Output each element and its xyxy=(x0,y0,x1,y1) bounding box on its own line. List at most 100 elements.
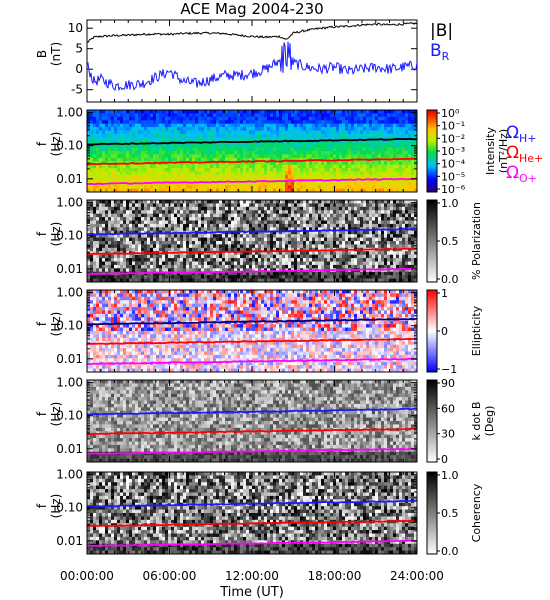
heatmap-cell xyxy=(273,247,277,252)
heatmap-cell xyxy=(231,237,235,242)
heatmap-cell xyxy=(162,213,166,218)
heatmap-cell xyxy=(93,147,97,152)
heatmap-cell xyxy=(165,210,169,215)
heatmap-cell xyxy=(342,161,346,166)
heatmap-cell xyxy=(168,133,172,138)
heatmap-cell xyxy=(318,181,322,186)
y-tick-label: -5 xyxy=(71,83,83,97)
heatmap-cell xyxy=(189,164,193,169)
heatmap-cell xyxy=(210,171,214,176)
heatmap-cell xyxy=(318,237,322,242)
heatmap-cell xyxy=(294,237,298,242)
heatmap-cell xyxy=(306,185,310,189)
heatmap-cell xyxy=(120,113,124,118)
heatmap-cell xyxy=(168,178,172,183)
heatmap-cell xyxy=(333,261,337,266)
heatmap-cell xyxy=(168,220,172,225)
heatmap-cell xyxy=(393,234,397,238)
heatmap-cell xyxy=(231,210,235,215)
heatmap-cell xyxy=(216,244,220,249)
heatmap-cell xyxy=(228,154,232,159)
heatmap-cell xyxy=(276,185,280,189)
heatmap-cell xyxy=(372,203,376,208)
heatmap-cell xyxy=(213,178,217,183)
heatmap-cell xyxy=(201,116,205,121)
heatmap-cell xyxy=(234,161,238,166)
heatmap-cell xyxy=(174,237,178,242)
heatmap-cell xyxy=(387,200,391,204)
heatmap-cell xyxy=(249,210,253,215)
heatmap-cell xyxy=(108,244,112,249)
heatmap-cell xyxy=(297,181,301,186)
heatmap-cell xyxy=(147,234,151,238)
heatmap-cell xyxy=(249,123,253,128)
heatmap-cell xyxy=(333,120,337,125)
heatmap-cell xyxy=(273,230,277,235)
heatmap-cell xyxy=(270,120,274,125)
heatmap-cell xyxy=(87,178,91,183)
heatmap-cell xyxy=(276,113,280,118)
heatmap-cell xyxy=(249,230,253,235)
heatmap-cell xyxy=(240,210,244,215)
heatmap-cell xyxy=(351,185,355,189)
heatmap-cell xyxy=(207,164,211,169)
heatmap-cell xyxy=(408,113,412,118)
heatmap-cell xyxy=(324,174,328,179)
series-line-b-magnitude xyxy=(87,22,418,43)
heatmap-cell xyxy=(279,151,283,155)
heatmap-cell xyxy=(123,110,127,114)
heatmap-cell xyxy=(135,147,139,152)
y-axis-label: B xyxy=(35,50,49,58)
heatmap-cell xyxy=(405,200,409,204)
heatmap-cell xyxy=(381,168,385,172)
heatmap-cell xyxy=(216,200,220,204)
heatmap-cell xyxy=(291,254,295,259)
heatmap-cell xyxy=(414,220,417,225)
heatmap-cell xyxy=(168,261,172,266)
heatmap-cell xyxy=(243,244,247,249)
heatmap-cell xyxy=(357,144,361,148)
heatmap-cell xyxy=(123,244,127,249)
heatmap-cell xyxy=(402,130,406,135)
heatmap-cell xyxy=(117,147,121,152)
heatmap-cell xyxy=(366,254,370,259)
heatmap-cell xyxy=(177,168,181,172)
heatmap-cell xyxy=(240,130,244,135)
heatmap-cell xyxy=(342,213,346,218)
heatmap-cell xyxy=(291,113,295,118)
heatmap-cell xyxy=(102,247,106,252)
heatmap-cell xyxy=(126,217,130,221)
heatmap-cell xyxy=(264,181,268,186)
heatmap-cell xyxy=(108,237,112,242)
heatmap-cell xyxy=(198,200,202,204)
heatmap-cell xyxy=(207,185,211,189)
heatmap-cell xyxy=(318,116,322,121)
heatmap-cell xyxy=(399,168,403,172)
heatmap-cell xyxy=(150,230,154,235)
heatmap-cell xyxy=(138,264,142,269)
heatmap-cell xyxy=(342,230,346,235)
heatmap-cell xyxy=(309,164,313,169)
heatmap-cell xyxy=(297,116,301,121)
heatmap-cell xyxy=(174,130,178,135)
heatmap-cell xyxy=(153,116,157,121)
heatmap-cell xyxy=(321,137,325,142)
heatmap-cell xyxy=(324,144,328,148)
heatmap-cell xyxy=(384,164,388,169)
heatmap-cell xyxy=(246,227,250,232)
heatmap-cell xyxy=(237,127,241,131)
heatmap-cell xyxy=(270,113,274,118)
heatmap-cell xyxy=(237,137,241,142)
heatmap-cell xyxy=(201,251,205,256)
heatmap-cell xyxy=(303,261,307,266)
heatmap-cell xyxy=(306,130,310,135)
heatmap-cell xyxy=(330,230,334,235)
heatmap-cell xyxy=(354,130,358,135)
heatmap-cell xyxy=(324,203,328,208)
heatmap-cell xyxy=(384,147,388,152)
heatmap-cell xyxy=(132,178,136,183)
heatmap-cell xyxy=(120,127,124,131)
heatmap-cell xyxy=(402,251,406,256)
heatmap-cell xyxy=(294,113,298,118)
heatmap-cell xyxy=(138,123,142,128)
